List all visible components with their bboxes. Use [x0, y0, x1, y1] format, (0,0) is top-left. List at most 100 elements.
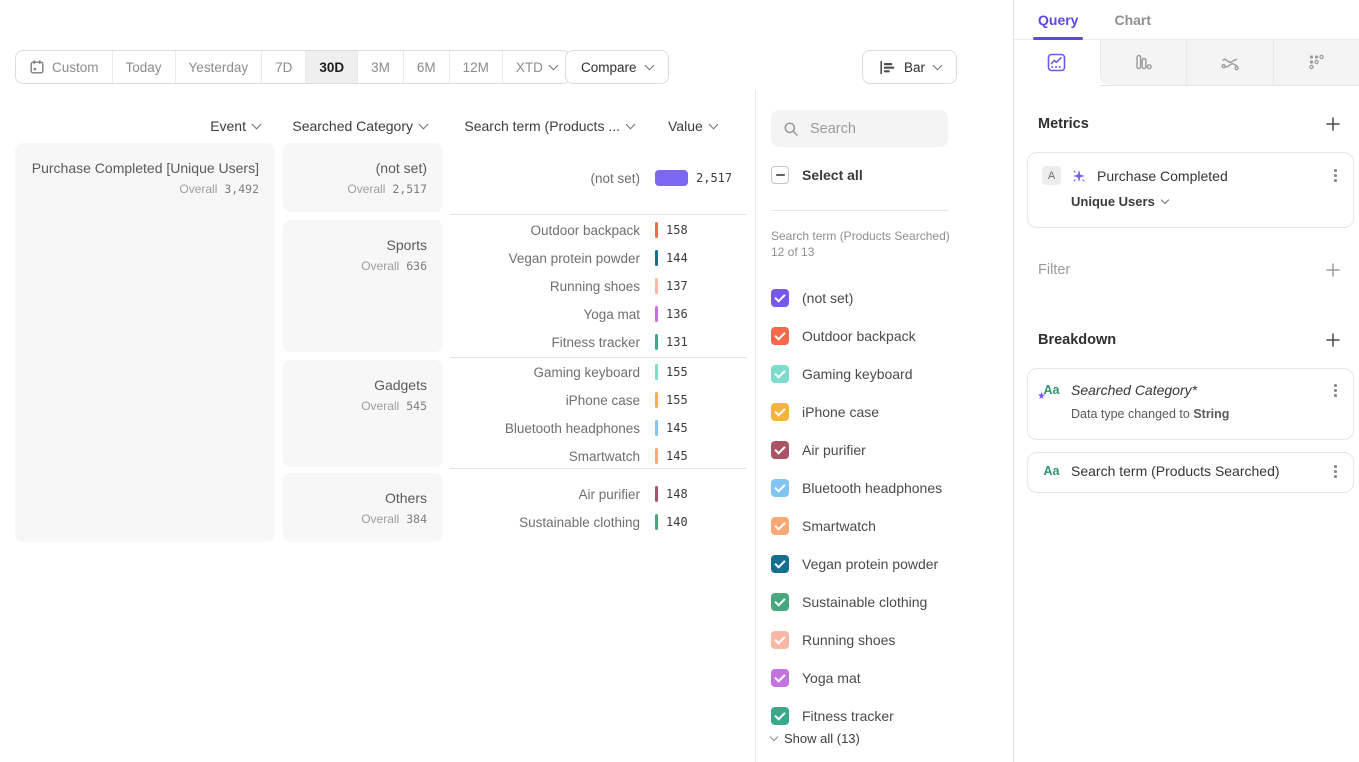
series-checkbox[interactable]	[771, 555, 789, 573]
series-checkbox[interactable]	[771, 707, 789, 725]
series-checkbox[interactable]	[771, 327, 789, 345]
series-checkbox[interactable]	[771, 593, 789, 611]
date-range-label: XTD	[516, 60, 543, 75]
metric-card[interactable]: A Purchase Completed Unique Users	[1027, 152, 1354, 228]
compare-button[interactable]: Compare	[565, 50, 669, 84]
tab-insights[interactable]	[1014, 40, 1100, 86]
chevron-down-icon	[644, 60, 654, 70]
breakdown-menu-button[interactable]	[1332, 463, 1339, 480]
legend-item-label: Vegan protein powder	[802, 556, 938, 572]
tab-funnels[interactable]	[1100, 40, 1187, 85]
search-term-rows: Gaming keyboard155iPhone case155Bluetoot…	[450, 358, 745, 470]
category-card[interactable]: GadgetsOverall545	[283, 360, 443, 467]
table-row[interactable]: Running shoes137	[450, 272, 745, 300]
column-header-search-term[interactable]: Search term (Products ...	[448, 116, 634, 136]
search-term-label: iPhone case	[450, 393, 640, 408]
add-breakdown-button[interactable]	[1325, 332, 1341, 348]
legend-item[interactable]: Smartwatch	[771, 507, 1001, 545]
overall-label: Overall	[361, 512, 399, 526]
chevron-down-icon	[252, 119, 262, 129]
breakdown-card-search-term[interactable]: Aa Search term (Products Searched)	[1027, 452, 1354, 493]
table-row[interactable]: Sustainable clothing140	[450, 508, 745, 536]
legend-item[interactable]: Bluetooth headphones	[771, 469, 1001, 507]
table-row[interactable]: Smartwatch145	[450, 442, 745, 470]
search-input[interactable]	[808, 120, 928, 138]
table-row[interactable]: Fitness tracker131	[450, 328, 745, 356]
table-row[interactable]: Outdoor backpack158	[450, 216, 745, 244]
event-sparkle-icon	[1071, 168, 1087, 184]
series-checkbox[interactable]	[771, 365, 789, 383]
chart-type-select[interactable]: Bar	[862, 50, 957, 84]
table-row[interactable]: (not set)2,517	[450, 164, 745, 192]
table-row[interactable]: Gaming keyboard155	[450, 358, 745, 386]
legend-item[interactable]: (not set)	[771, 279, 1001, 317]
metric-menu-button[interactable]	[1332, 167, 1339, 184]
select-all-toggle[interactable]: Select all	[771, 166, 863, 184]
report-type-tabs	[1014, 40, 1359, 86]
legend-item[interactable]: Gaming keyboard	[771, 355, 1001, 393]
series-checkbox[interactable]	[771, 403, 789, 421]
date-range-label: 3M	[371, 60, 390, 75]
series-checkbox[interactable]	[771, 517, 789, 535]
legend-item[interactable]: Fitness tracker	[771, 697, 1001, 735]
date-range-xtd[interactable]: XTD	[503, 51, 570, 83]
category-card[interactable]: SportsOverall636	[283, 220, 443, 352]
metrics-section-header: Metrics	[1038, 116, 1341, 132]
date-range-control: Custom TodayYesterday7D30D 3M 6M12M XTD	[15, 50, 571, 84]
date-range-7d[interactable]: 7D	[262, 51, 306, 83]
legend-item[interactable]: iPhone case	[771, 393, 1001, 431]
series-checkbox[interactable]	[771, 441, 789, 459]
breakdown-note: Data type changed to String	[1071, 407, 1339, 421]
series-checkbox[interactable]	[771, 289, 789, 307]
column-header-value[interactable]: Value	[668, 116, 738, 136]
legend-item[interactable]: Sustainable clothing	[771, 583, 1001, 621]
add-metric-button[interactable]	[1325, 116, 1341, 132]
legend-item-label: iPhone case	[802, 404, 879, 420]
column-header-event[interactable]: Event	[15, 116, 260, 136]
date-range-custom[interactable]: Custom	[16, 51, 113, 83]
series-checkbox[interactable]	[771, 669, 789, 687]
series-checkbox[interactable]	[771, 479, 789, 497]
legend-item[interactable]: Outdoor backpack	[771, 317, 1001, 355]
tab-retention[interactable]	[1273, 40, 1359, 85]
date-range-today[interactable]: Today	[113, 51, 176, 83]
date-range-30d[interactable]: 30D	[306, 51, 358, 83]
date-range-12m[interactable]: 12M	[450, 51, 503, 83]
tab-query[interactable]: Query	[1038, 0, 1078, 39]
search-term-rows: (not set)2,517	[450, 143, 745, 213]
category-card[interactable]: OthersOverall384	[283, 473, 443, 542]
overall-value: 3,492	[224, 182, 259, 196]
date-range-6m[interactable]: 6M	[404, 51, 450, 83]
filter-title: Filter	[1038, 262, 1070, 278]
breakdown-card-searched-category[interactable]: Aa Searched Category* Data type changed …	[1027, 368, 1354, 440]
measure-selector[interactable]: Unique Users	[1071, 194, 1339, 209]
table-row[interactable]: Air purifier148	[450, 480, 745, 508]
legend-item[interactable]: Vegan protein powder	[771, 545, 1001, 583]
legend-item[interactable]: Running shoes	[771, 621, 1001, 659]
column-header-searched-category[interactable]: Searched Category	[283, 116, 427, 136]
legend-search[interactable]	[771, 110, 948, 147]
legend-item[interactable]: Yoga mat	[771, 659, 1001, 697]
legend-item[interactable]: Air purifier	[771, 431, 1001, 469]
value-label: 140	[666, 515, 688, 529]
date-range-yesterday[interactable]: Yesterday	[176, 51, 263, 83]
event-card[interactable]: Purchase Completed [Unique Users] Overal…	[15, 143, 275, 542]
series-checkbox[interactable]	[771, 631, 789, 649]
tab-chart[interactable]: Chart	[1114, 0, 1151, 39]
category-overall: Overall545	[299, 399, 427, 413]
add-filter-button[interactable]	[1325, 262, 1341, 278]
tab-flows[interactable]	[1186, 40, 1273, 85]
breakdown-menu-button[interactable]	[1332, 382, 1339, 399]
event-name: Purchase Completed [Unique Users]	[31, 159, 259, 177]
table-row[interactable]: iPhone case155	[450, 386, 745, 414]
select-all-checkbox[interactable]	[771, 166, 789, 184]
value-bar	[655, 448, 658, 464]
table-row[interactable]: Vegan protein powder144	[450, 244, 745, 272]
table-row[interactable]: Bluetooth headphones145	[450, 414, 745, 442]
show-all-button[interactable]: Show all (13)	[771, 731, 860, 746]
overall-value: 2,517	[392, 182, 427, 196]
date-range-3m[interactable]: 3M	[358, 51, 404, 83]
category-card[interactable]: (not set)Overall2,517	[283, 143, 443, 212]
date-range-label: Custom	[52, 60, 99, 75]
table-row[interactable]: Yoga mat136	[450, 300, 745, 328]
